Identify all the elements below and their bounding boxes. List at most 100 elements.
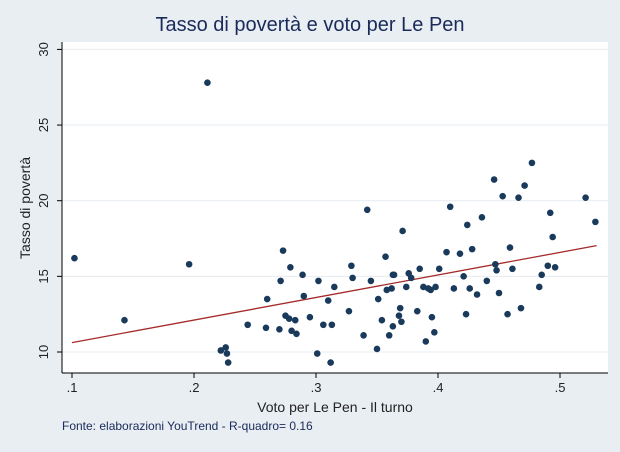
data-point (299, 271, 306, 279)
data-point (363, 206, 371, 214)
data-point (535, 283, 543, 291)
y-tick-label: 30 (36, 42, 51, 56)
data-point (466, 285, 474, 292)
y-tick-label: 20 (36, 193, 51, 207)
data-point (378, 316, 386, 324)
chart-title: Tasso di povertà e voto per Le Pen (155, 14, 465, 36)
data-point (582, 194, 589, 201)
data-point (367, 277, 375, 285)
data-point (544, 262, 552, 270)
data-point (456, 250, 464, 257)
y-axis-ticks: 10 15 20 25 30 (36, 42, 62, 359)
y-tick-label: 15 (36, 269, 51, 283)
x-axis-title: Voto per Le Pen - Il turno (257, 399, 413, 415)
data-point (300, 292, 308, 300)
data-point (244, 321, 251, 329)
data-point (262, 324, 270, 332)
plot-area (62, 42, 608, 373)
data-point (506, 244, 514, 251)
data-point (435, 265, 443, 273)
data-point (291, 316, 299, 324)
data-point (263, 295, 271, 303)
data-point (360, 332, 367, 339)
data-point (517, 304, 525, 312)
data-point (306, 313, 314, 321)
data-point (492, 260, 499, 268)
data-point (288, 327, 295, 335)
data-point (546, 209, 554, 217)
data-point (217, 347, 225, 354)
data-point (224, 359, 232, 366)
data-point (320, 321, 327, 329)
data-point (493, 266, 500, 274)
x-tick-label: .3 (311, 380, 322, 395)
data-point (592, 218, 599, 226)
data-point (473, 291, 481, 298)
data-point (462, 310, 470, 318)
data-point (398, 318, 405, 326)
data-point (490, 176, 498, 183)
data-point (399, 227, 406, 235)
data-point (388, 285, 395, 292)
gridlines (62, 48, 608, 353)
data-points (71, 79, 599, 366)
data-point (504, 310, 511, 318)
data-point (385, 332, 393, 339)
data-point (279, 247, 287, 254)
data-point (468, 245, 476, 253)
data-point (349, 274, 356, 282)
data-point (431, 329, 438, 336)
data-point (463, 221, 471, 229)
data-point (495, 289, 503, 297)
data-point (287, 263, 294, 271)
data-point (428, 313, 436, 321)
data-point (276, 326, 283, 333)
data-point (331, 283, 338, 291)
data-point (328, 321, 336, 329)
data-point (551, 263, 559, 271)
data-point (315, 277, 322, 285)
x-tick-label: .2 (189, 380, 200, 395)
data-point (402, 283, 410, 291)
data-point (395, 312, 403, 319)
data-point (443, 248, 450, 256)
data-point (204, 79, 211, 86)
data-point (538, 271, 545, 279)
data-point (285, 315, 293, 323)
data-point (499, 192, 506, 200)
data-point (222, 344, 230, 351)
x-tick-label: .5 (555, 380, 566, 395)
fit-line (71, 244, 597, 344)
data-point (382, 253, 389, 260)
data-point (324, 297, 332, 304)
data-point (71, 254, 78, 262)
data-point (528, 159, 536, 167)
data-point (509, 265, 516, 273)
x-axis-ticks: .1 .2 .3 .4 .5 (67, 373, 566, 395)
data-point (407, 274, 415, 282)
data-point (185, 260, 193, 268)
data-point (413, 307, 421, 315)
y-axis-title: Tasso di povertà (17, 157, 33, 259)
data-point (450, 285, 458, 292)
data-point (390, 271, 398, 279)
data-point (549, 233, 556, 241)
data-point (313, 350, 321, 357)
x-tick-label: .4 (433, 380, 444, 395)
data-point (396, 304, 404, 312)
data-point (478, 214, 486, 221)
x-tick-label: .1 (67, 380, 78, 395)
data-point (373, 345, 381, 353)
data-point (345, 307, 353, 315)
data-point (389, 322, 397, 330)
data-point (416, 265, 424, 273)
data-point (427, 286, 434, 294)
data-point (293, 330, 300, 338)
data-point (432, 283, 439, 291)
data-point (327, 359, 334, 366)
data-point (483, 277, 491, 285)
data-point (515, 194, 522, 201)
y-tick-label: 25 (36, 118, 51, 132)
data-point (521, 182, 528, 189)
